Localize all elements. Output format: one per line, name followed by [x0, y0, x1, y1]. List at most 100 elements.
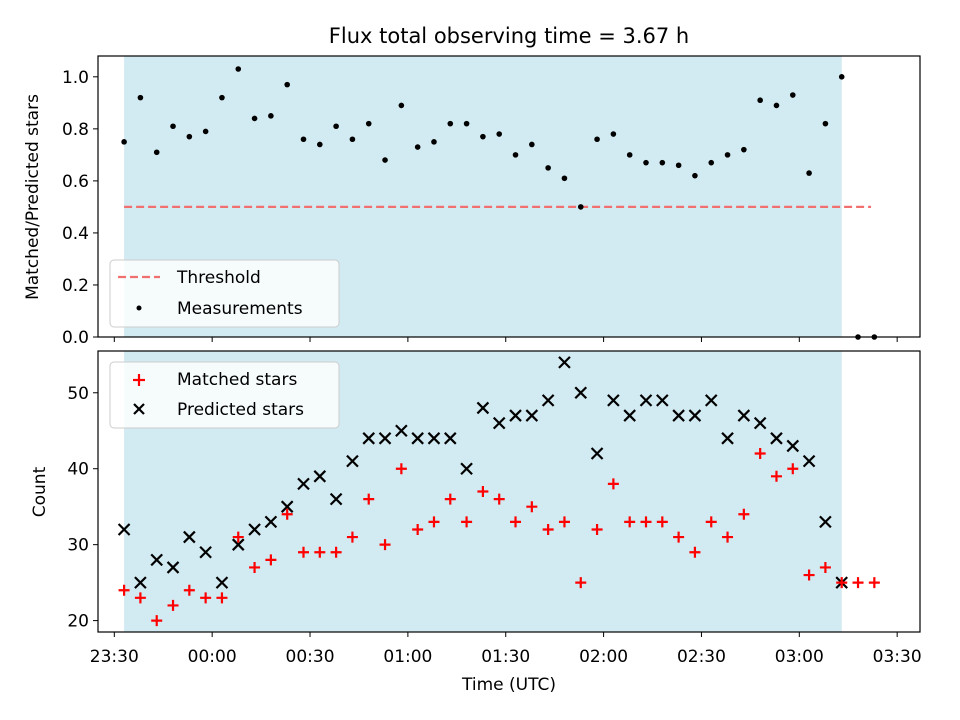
measurement-point — [431, 139, 437, 145]
measurement-point — [121, 139, 127, 145]
x-tick-label: 03:00 — [775, 647, 824, 667]
predicted-legend-swatch — [133, 403, 145, 415]
top-legend: Threshold Measurements — [109, 259, 340, 328]
predicted-stars-point — [166, 561, 180, 574]
bottom-y-axis-label: Count — [30, 466, 50, 517]
measurement-point — [789, 92, 796, 98]
matched-stars-point — [461, 516, 473, 528]
matched-legend-label: Matched stars — [177, 370, 297, 390]
measurement-point — [235, 66, 242, 72]
predicted-stars-point — [215, 576, 229, 589]
predicted-stars-point — [770, 432, 783, 445]
bottom-y-tick-label: 40 — [67, 460, 89, 480]
matched-stars-point — [151, 615, 163, 627]
x-tick-label: 01:30 — [481, 647, 530, 667]
top-frame — [97, 55, 921, 338]
matched-stars-point — [591, 523, 603, 535]
matched-stars-point — [689, 546, 701, 558]
predicted-stars-point — [444, 432, 457, 445]
measurement-point — [610, 131, 617, 137]
measurement-point — [577, 204, 584, 210]
matched-stars-point — [134, 592, 146, 604]
matched-stars-point — [526, 501, 538, 513]
matched-stars-point — [624, 516, 636, 528]
measurement-point — [496, 131, 503, 137]
bottom-y-tick-label: 20 — [67, 612, 89, 632]
predicted-stars-point — [134, 576, 147, 589]
x-tick-label: 00:00 — [188, 647, 237, 667]
predicted-stars-point — [737, 409, 751, 422]
x-tick-label: 03:30 — [873, 647, 922, 667]
matched-stars-point — [118, 584, 130, 596]
matched-stars-point — [265, 554, 277, 566]
measurement-point — [349, 136, 356, 143]
measurement-point — [382, 157, 388, 163]
matched-stars-point — [836, 577, 848, 589]
bottom-y-tick-label: 30 — [67, 536, 89, 556]
matched-stars-point — [363, 493, 375, 505]
matched-stars-point — [542, 523, 554, 535]
top-legend-box — [109, 259, 340, 328]
measurement-point — [741, 146, 747, 153]
matched-stars-point — [722, 531, 734, 543]
measurement-point — [773, 102, 780, 109]
chart-title: Flux total observing time = 3.67 h — [329, 24, 689, 48]
matched-stars-point — [656, 516, 668, 528]
measurement-point — [170, 123, 176, 130]
matched-stars-point — [787, 463, 799, 475]
predicted-stars-point — [802, 454, 816, 468]
predicted-stars-point — [264, 515, 278, 529]
measurement-point — [708, 159, 715, 166]
predicted-stars-point — [558, 356, 571, 369]
measurement-point — [480, 133, 486, 140]
matched-stars-point — [314, 546, 326, 558]
matched-stars-point — [819, 561, 831, 573]
matched-stars-point — [510, 516, 522, 528]
predicted-stars-point — [395, 424, 408, 438]
predicted-stars-point — [248, 523, 261, 536]
predicted-stars-point — [313, 470, 327, 483]
measurement-point — [838, 74, 845, 80]
predicted-stars-point — [656, 394, 669, 407]
predicted-stars-point — [753, 416, 767, 430]
measurement-point — [561, 175, 568, 182]
matched-stars-point — [444, 493, 456, 505]
measurement-point — [806, 170, 812, 176]
measurement-point — [284, 81, 290, 88]
predicted-stars-point — [721, 432, 734, 445]
measurement-point — [659, 159, 666, 166]
predicted-stars-point — [819, 515, 832, 529]
measurement-point — [724, 152, 731, 158]
measurement-point — [594, 136, 600, 143]
predicted-legend-label: Predicted stars — [177, 400, 304, 420]
bottom-legend: Matched stars Predicted stars — [109, 361, 340, 429]
predicted-stars-point — [704, 394, 718, 407]
bottom-frame — [97, 350, 921, 633]
matched-stars-point — [770, 470, 782, 482]
measurement-point — [219, 94, 225, 101]
measurement-point — [186, 133, 193, 140]
measurement-point — [251, 115, 258, 122]
matched-stars-point — [395, 463, 407, 475]
predicted-stars-point — [476, 401, 490, 415]
matched-stars-point — [477, 486, 489, 497]
x-tick-label: 23:30 — [90, 647, 139, 667]
matched-stars-point — [428, 516, 440, 528]
matched-stars-point — [167, 599, 179, 611]
matched-stars-point — [298, 546, 309, 558]
matched-stars-point — [493, 493, 505, 505]
measurements-legend-swatch — [136, 305, 142, 311]
matched-stars-point — [705, 516, 717, 528]
predicted-stars-point — [786, 439, 800, 453]
predicted-stars-point — [607, 394, 620, 407]
measurement-point — [447, 120, 454, 127]
matched-stars-point — [412, 523, 424, 535]
predicted-stars-point — [623, 409, 636, 422]
measurement-point — [675, 162, 682, 169]
predicted-stars-point — [688, 409, 702, 422]
predicted-stars-point — [231, 538, 245, 551]
measurement-point — [463, 120, 470, 127]
measurement-point — [153, 149, 160, 156]
measurement-point — [300, 136, 307, 143]
matched-stars-point — [640, 516, 652, 528]
